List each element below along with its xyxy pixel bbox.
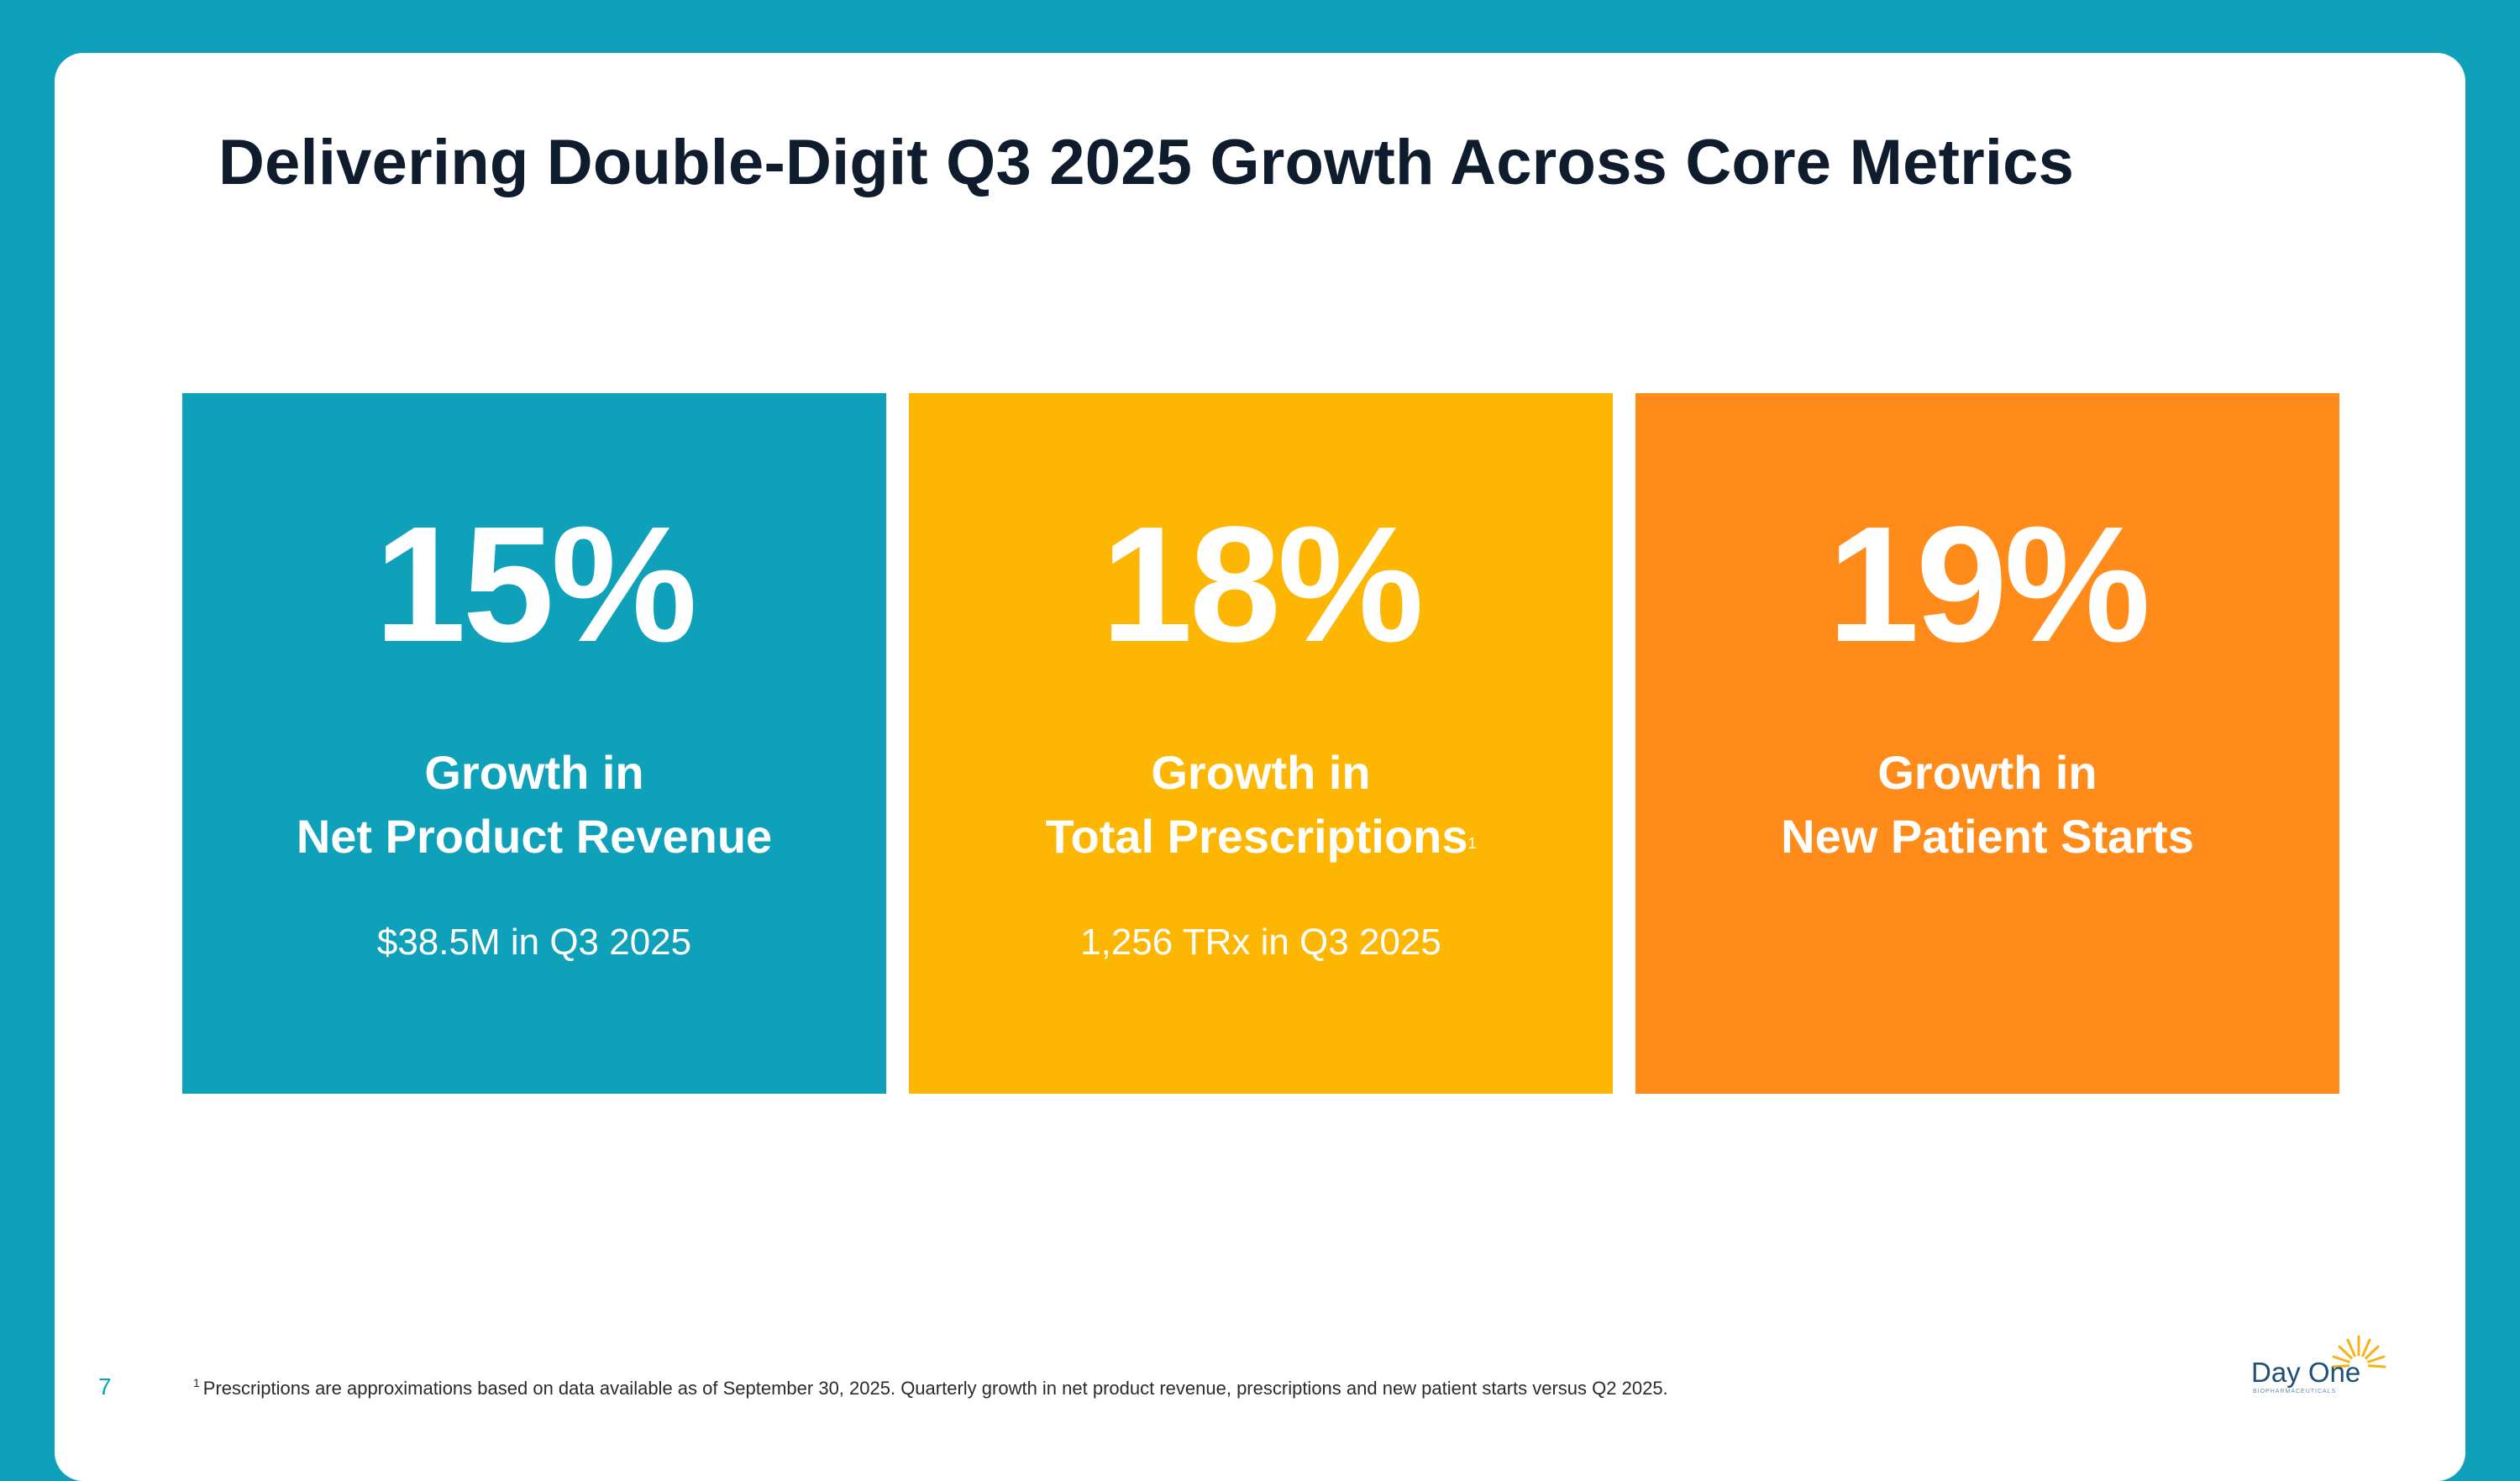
sun-burst-icon: [2331, 1335, 2386, 1374]
footnote-marker: 1: [1467, 835, 1477, 852]
footnote-marker: 1: [193, 1376, 200, 1389]
footnote-text: Prescriptions are approximations based o…: [202, 1378, 1668, 1399]
metric-label: Growth in Net Product Revenue: [182, 741, 886, 869]
metric-label: Growth in Total Prescriptions1: [909, 741, 1613, 869]
metric-label-line2: Total Prescriptions: [1045, 810, 1468, 863]
metric-label: Growth in New Patient Starts: [1635, 741, 2339, 869]
metric-label-line2: Net Product Revenue: [296, 810, 773, 863]
metric-value: 15%: [374, 492, 697, 676]
page-number: 7: [98, 1373, 112, 1400]
logo-name: Day One: [2251, 1357, 2361, 1388]
footnote: 1 Prescriptions are approximations based …: [193, 1376, 1668, 1400]
metric-value: 19%: [1827, 492, 2150, 676]
slide-title: Delivering Double-Digit Q3 2025 Growth A…: [218, 127, 2075, 198]
metric-detail: 1,256 TRx in Q3 2025: [1080, 922, 1441, 963]
metric-label-line1: Growth in: [1151, 746, 1371, 799]
company-logo: Day One BIOPHARMACEUTICALS: [2247, 1331, 2390, 1399]
metric-label-line2: New Patient Starts: [1781, 810, 2194, 863]
metric-value: 18%: [1100, 492, 1424, 676]
metric-detail: $38.5M in Q3 2025: [376, 922, 692, 963]
metric-label-line2-wrapper: Total Prescriptions1: [909, 805, 1613, 869]
metric-label-line1: Growth in: [1877, 746, 2097, 799]
metric-tile-net-product-revenue: 15% Growth in Net Product Revenue $38.5M…: [182, 393, 886, 1094]
logo-tagline: BIOPHARMACEUTICALS: [2253, 1389, 2337, 1394]
metric-tile-total-prescriptions: 18% Growth in Total Prescriptions1 1,256…: [909, 393, 1613, 1094]
metric-tile-new-patient-starts: 19% Growth in New Patient Starts: [1635, 393, 2339, 1094]
metric-label-line1: Growth in: [424, 746, 644, 799]
